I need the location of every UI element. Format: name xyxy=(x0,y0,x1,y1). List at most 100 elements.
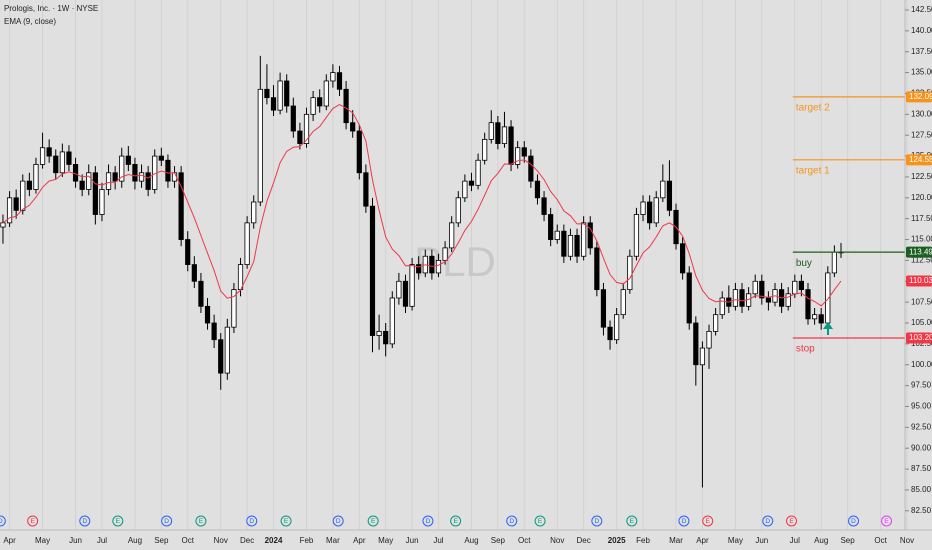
candle-body xyxy=(376,330,382,336)
candle-body xyxy=(185,239,191,265)
x-tick-label: Mar xyxy=(669,536,683,545)
candle-body xyxy=(666,180,673,211)
x-tick-label: Jul xyxy=(790,536,800,545)
candle-body xyxy=(211,322,217,341)
candle-body xyxy=(713,314,719,332)
candle-body xyxy=(303,113,310,144)
candle-body xyxy=(435,260,442,274)
candle-body xyxy=(508,126,514,165)
x-tick-label: Sep xyxy=(491,536,506,545)
y-tick-label: 120.00 xyxy=(911,193,932,202)
level-label: buy xyxy=(796,258,812,269)
candle-body xyxy=(528,155,534,182)
candle-body xyxy=(442,247,448,261)
y-tick-label: 85.00 xyxy=(911,485,932,494)
event-label: D xyxy=(336,518,341,525)
candle-body xyxy=(706,330,712,349)
candle-body xyxy=(554,230,560,240)
candle-body xyxy=(231,289,237,328)
event-label: D xyxy=(682,518,687,525)
candle-body xyxy=(818,314,824,324)
candle-body xyxy=(719,297,725,316)
candle-body xyxy=(244,222,250,265)
candle-body xyxy=(534,180,541,199)
candle-body xyxy=(792,280,798,295)
y-tick-label: 82.50 xyxy=(911,506,932,515)
y-tick-label: 122.50 xyxy=(911,172,932,181)
event-marker xyxy=(79,515,91,527)
candle-body xyxy=(686,272,692,324)
y-tick-label: 107.50 xyxy=(911,297,932,306)
y-tick-label: 137.50 xyxy=(911,47,932,56)
x-tick-label: Apr xyxy=(696,536,709,545)
event-label: E xyxy=(789,518,794,525)
candle-body xyxy=(627,255,633,291)
candle-body xyxy=(323,80,329,107)
candle-body xyxy=(79,180,85,190)
x-tick-label: Dec xyxy=(577,536,591,545)
price-tag xyxy=(906,246,932,258)
event-marker xyxy=(332,515,344,527)
candle-body xyxy=(759,280,765,299)
event-label: E xyxy=(284,518,289,525)
candle-body xyxy=(224,326,230,374)
x-tick-label: Aug xyxy=(128,536,142,545)
price-tag xyxy=(906,332,932,344)
event-marker xyxy=(881,515,893,527)
x-tick-label: Apr xyxy=(3,536,16,545)
event-marker xyxy=(626,515,638,527)
event-marker xyxy=(0,515,6,527)
x-tick-label: Apr xyxy=(353,536,366,545)
candle-body xyxy=(574,234,580,257)
candle-body xyxy=(587,222,593,249)
event-marker xyxy=(786,515,798,527)
candle-body xyxy=(257,88,263,203)
x-tick-label: Jun xyxy=(69,536,82,545)
event-label: E xyxy=(630,518,635,525)
event-marker xyxy=(422,515,434,527)
x-tick-label: May xyxy=(378,536,393,545)
y-tick-label: 90.00 xyxy=(911,443,932,452)
candle-body xyxy=(660,180,666,199)
candle-body xyxy=(732,289,739,307)
chart-title: Prologis, Inc. · 1W · NYSE xyxy=(4,4,98,13)
event-label: D xyxy=(765,518,770,525)
candle-body xyxy=(488,122,494,140)
candle-body xyxy=(495,122,501,144)
candle-body xyxy=(396,280,402,299)
event-label: E xyxy=(453,518,458,525)
candle-body xyxy=(402,280,409,307)
event-marker xyxy=(591,515,603,527)
candle-body xyxy=(614,314,620,341)
price-tag-label: 132.09 xyxy=(909,92,932,101)
y-tick-label: 135.00 xyxy=(911,68,932,77)
candle-body xyxy=(297,130,303,144)
x-tick-label: Nov xyxy=(214,536,228,545)
y-tick-label: 112.50 xyxy=(911,256,932,265)
candle-body xyxy=(607,326,613,341)
candle-body xyxy=(581,222,587,257)
event-marker xyxy=(367,515,379,527)
candle-body xyxy=(39,147,46,165)
candle-body xyxy=(541,197,547,215)
candle-body xyxy=(653,197,659,224)
y-tick-label: 140.00 xyxy=(911,26,932,35)
candle-body xyxy=(92,172,98,215)
x-tick-label: Nov xyxy=(900,536,914,545)
event-label: E xyxy=(30,518,35,525)
candle-body xyxy=(633,214,640,257)
candle-body xyxy=(765,297,772,303)
x-tick-label: Jun xyxy=(755,536,768,545)
x-tick-label: May xyxy=(35,536,50,545)
candle-body xyxy=(310,97,316,115)
event-marker xyxy=(506,515,518,527)
candle-body xyxy=(647,201,653,224)
candle-body xyxy=(482,138,488,161)
candle-body xyxy=(270,97,277,111)
candle-body xyxy=(363,172,369,207)
x-tick-label: Mar xyxy=(326,536,340,545)
event-marker xyxy=(280,515,292,527)
event-label: D xyxy=(594,518,599,525)
